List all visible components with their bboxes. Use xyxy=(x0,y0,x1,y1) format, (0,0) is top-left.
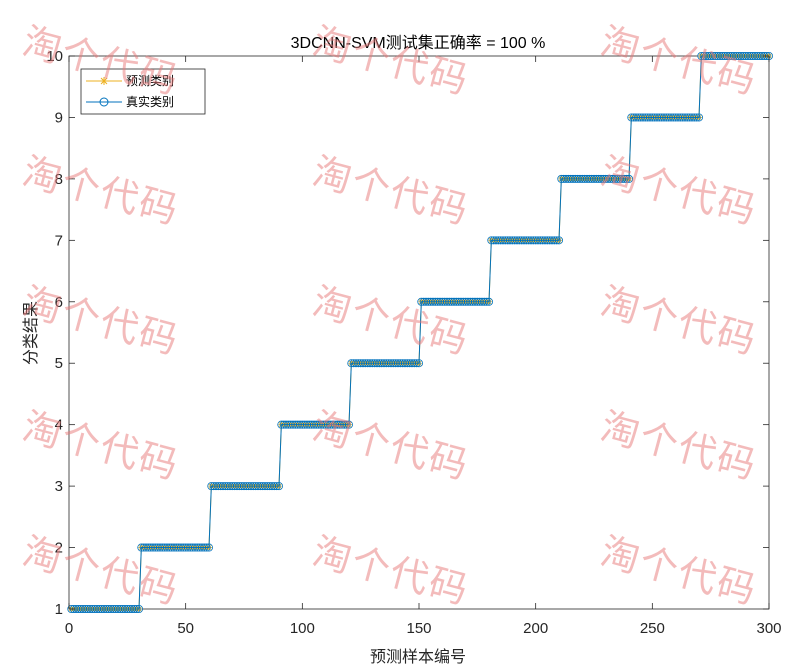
point-actual xyxy=(552,236,561,245)
legend-box xyxy=(80,68,206,115)
legend-item-predicted: 预测类别 xyxy=(86,74,174,88)
point-actual xyxy=(270,482,279,491)
point-actual xyxy=(134,605,143,614)
point-actual xyxy=(555,236,564,245)
x-tick-label: 50 xyxy=(177,620,194,637)
x-tick-label: 0 xyxy=(65,620,73,637)
series-line-actual xyxy=(71,55,769,610)
point-actual xyxy=(695,113,704,122)
point-actual xyxy=(340,420,349,429)
point-actual xyxy=(410,359,419,368)
y-tick-label: 1 xyxy=(55,601,63,618)
x-tick-label: 200 xyxy=(523,620,548,637)
point-actual xyxy=(132,605,141,614)
y-tick-label: 7 xyxy=(55,232,63,249)
point-actual xyxy=(342,420,351,429)
point-actual xyxy=(202,543,211,552)
point-actual xyxy=(274,482,283,491)
axes-box xyxy=(68,55,770,610)
point-actual xyxy=(690,113,699,122)
chart-title: 3DCNN-SVM测试集正确率 = 100 % xyxy=(291,34,546,52)
y-tick-label: 10 xyxy=(46,48,63,65)
legend: 预测类别 真实类别 xyxy=(80,68,206,115)
legend-item-actual: 真实类别 xyxy=(86,94,174,109)
point-actual xyxy=(200,543,209,552)
series-markers-actual xyxy=(67,52,774,614)
y-tick-label: 2 xyxy=(55,540,63,557)
legend-circle-icon xyxy=(99,97,109,107)
x-tick-label: 150 xyxy=(406,620,431,637)
legend-label-actual: 真实类别 xyxy=(126,94,174,109)
point-actual xyxy=(622,174,631,183)
point-actual xyxy=(412,359,421,368)
point-actual xyxy=(482,297,491,306)
y-tick-label: 9 xyxy=(55,109,63,126)
x-axis: 0 50 100 150 200 250 300 xyxy=(65,56,782,637)
y-tick-label: 8 xyxy=(55,171,63,188)
x-axis-label: 预测样本编号 xyxy=(370,647,466,666)
point-actual xyxy=(344,420,353,429)
point-actual xyxy=(272,482,281,491)
point-actual xyxy=(204,543,213,552)
x-tick-label: 100 xyxy=(290,620,315,637)
y-tick-label: 6 xyxy=(55,294,63,311)
y-tick-label: 3 xyxy=(55,478,63,495)
point-actual xyxy=(692,113,701,122)
y-axis: 1 2 3 4 5 6 7 8 9 10 xyxy=(46,48,769,618)
y-tick-label: 4 xyxy=(55,417,63,434)
plot-area xyxy=(67,52,774,614)
legend-label-predicted: 预测类别 xyxy=(126,74,174,88)
x-tick-label: 250 xyxy=(640,620,665,637)
y-tick-label: 5 xyxy=(55,355,63,372)
point-actual xyxy=(620,174,629,183)
point-actual xyxy=(484,297,493,306)
point-actual xyxy=(130,605,139,614)
point-actual xyxy=(625,174,634,183)
legend-star-icon xyxy=(100,77,108,85)
point-actual xyxy=(480,297,489,306)
point-actual xyxy=(550,236,559,245)
y-axis-label: 分类结果 xyxy=(21,301,40,365)
x-tick-label: 300 xyxy=(756,620,781,637)
point-actual xyxy=(414,359,423,368)
